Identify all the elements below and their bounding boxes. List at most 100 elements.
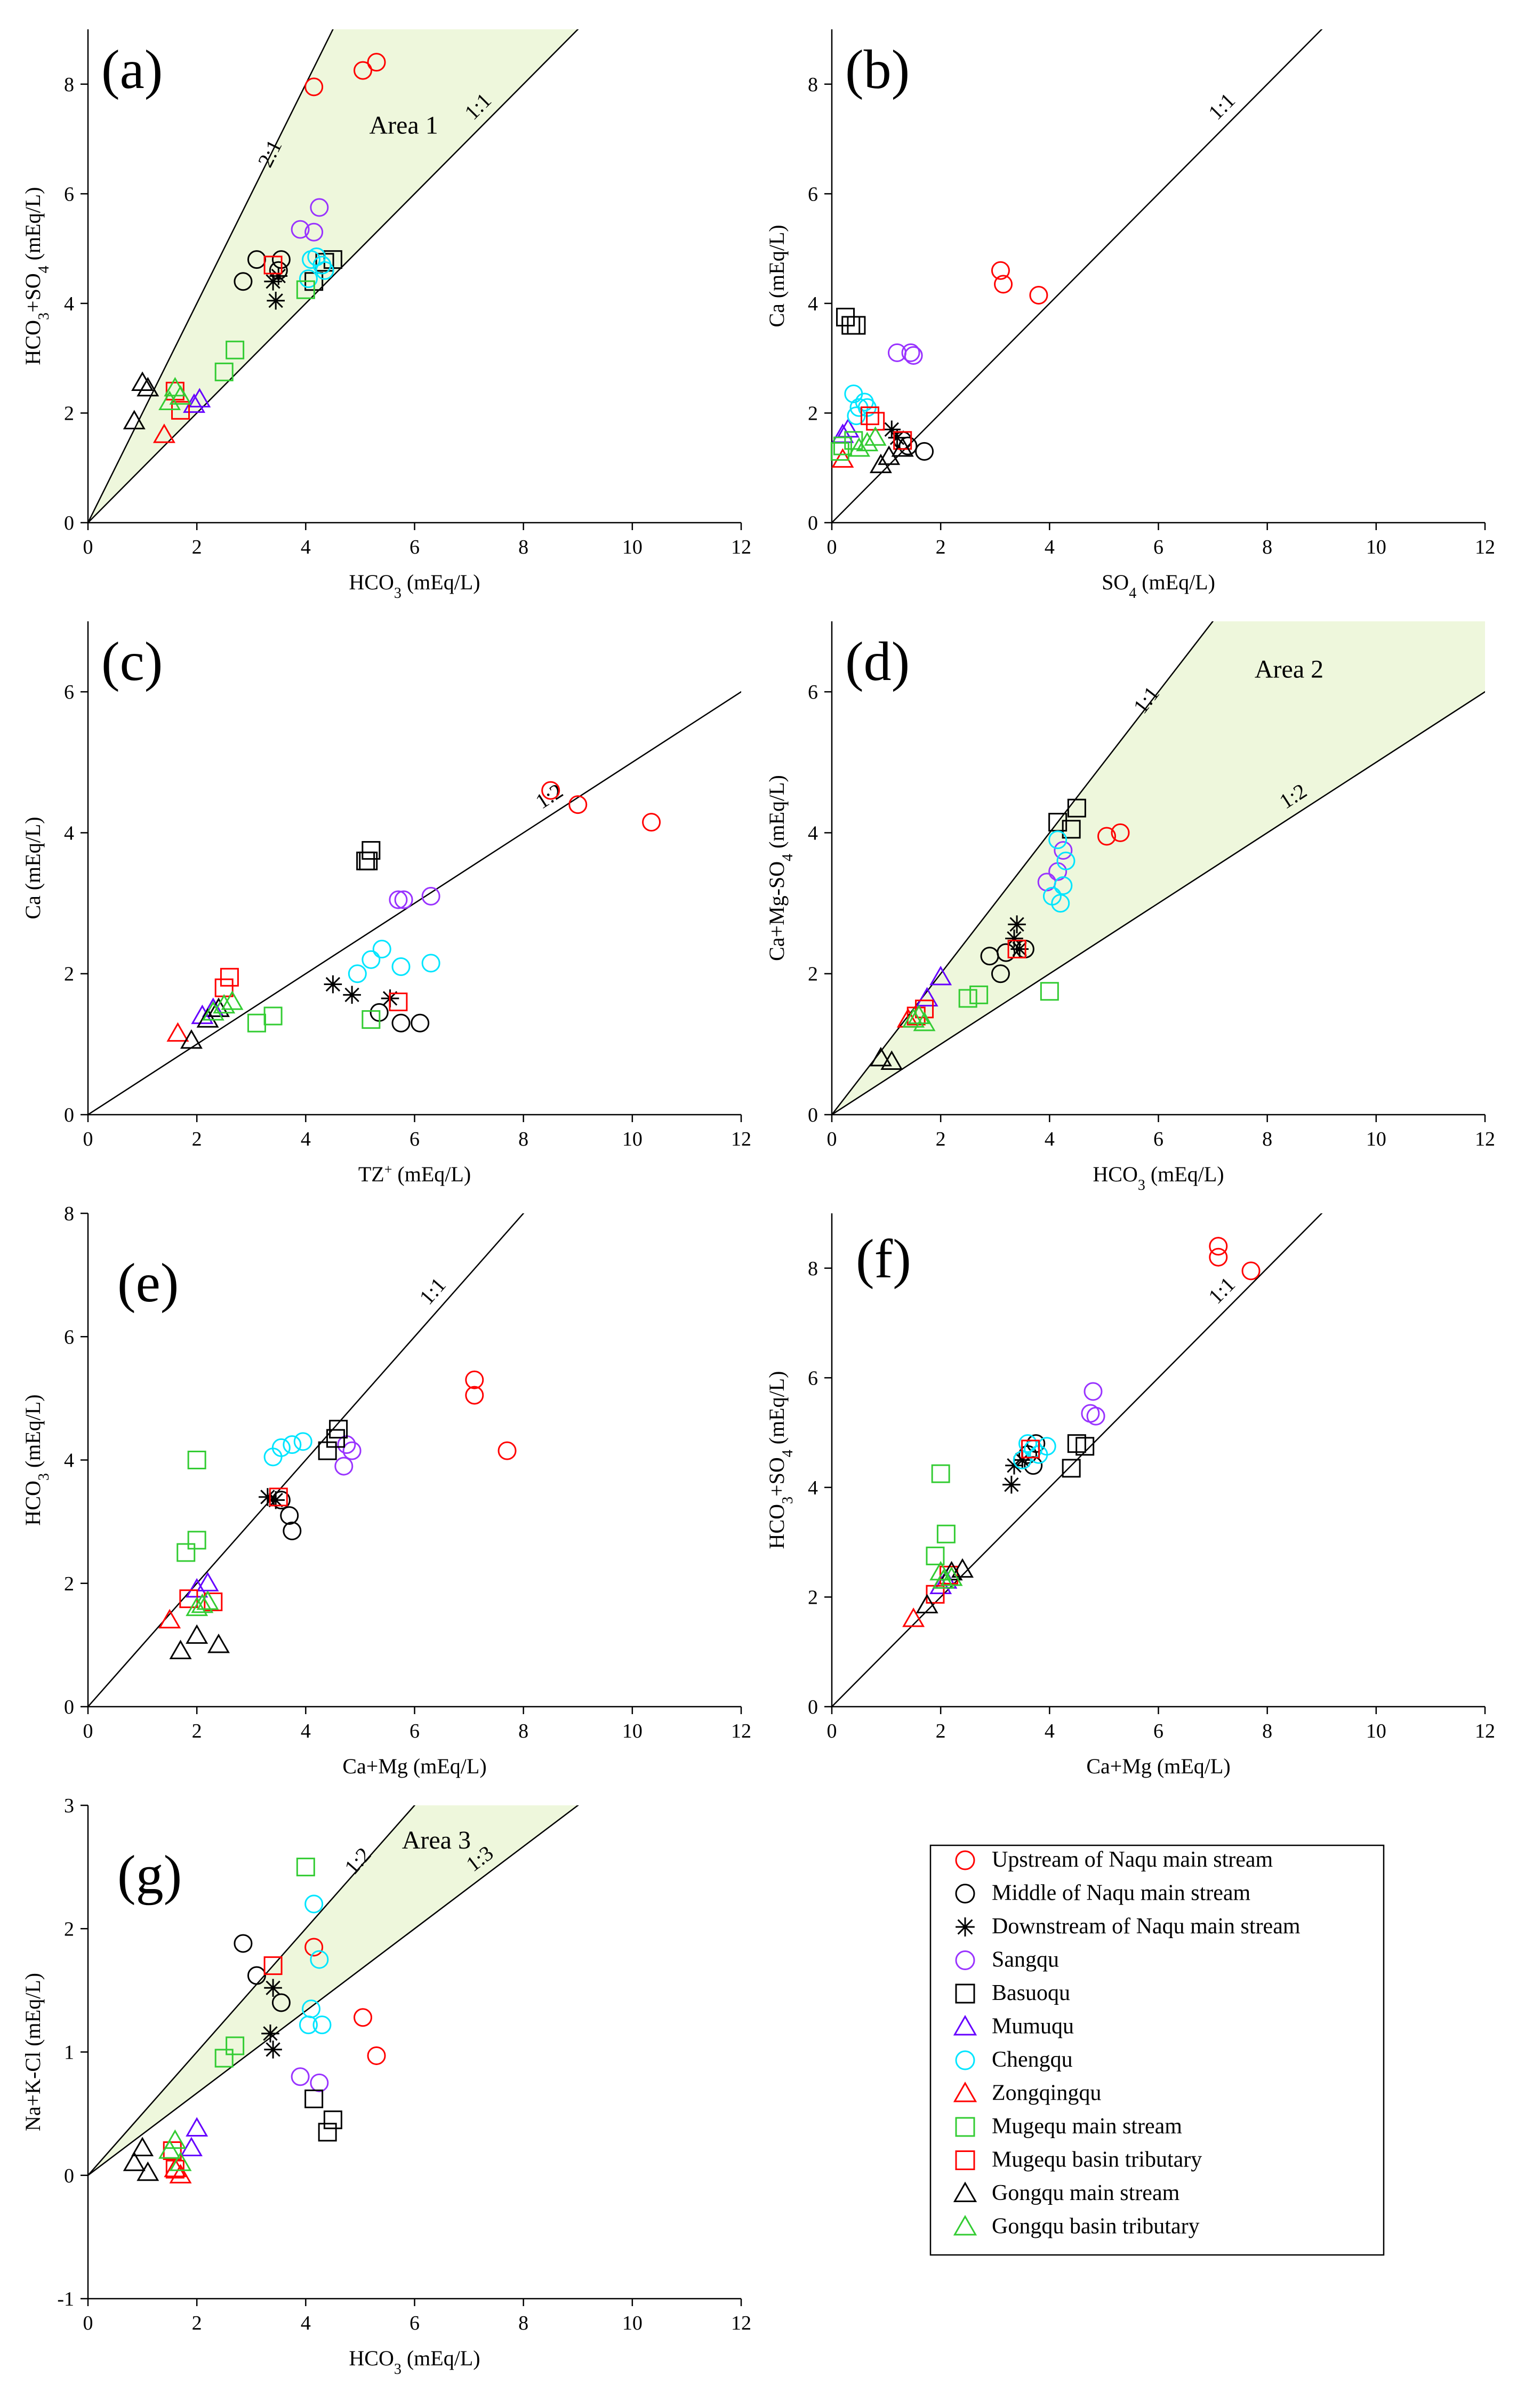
data-point-gongb [191, 1593, 214, 1613]
data-point-down [264, 2041, 282, 2059]
data-point-mid [915, 442, 934, 461]
x-axis-title: Ca+Mg (mEq/L) [342, 1754, 486, 1778]
data-point-mugeb [1021, 1439, 1040, 1459]
x-tick-label: 8 [1262, 1720, 1272, 1742]
y-tick-label: 2 [64, 963, 74, 986]
data-point-sang [1086, 1406, 1105, 1426]
y-tick-label: 4 [808, 1477, 818, 1499]
legend-marker-mugem [955, 2117, 975, 2137]
data-point-mid [1018, 1445, 1037, 1464]
data-point-mugeb [893, 431, 912, 450]
data-point-up [994, 275, 1013, 294]
data-point-up [465, 1370, 484, 1389]
data-point-mugeb [220, 967, 239, 987]
data-point-zong [152, 423, 175, 443]
data-point-up [497, 1441, 517, 1460]
ratio-line-label: 1:1 [414, 1273, 451, 1309]
data-point-gongb [164, 2129, 187, 2149]
data-point-mugeb [860, 406, 879, 426]
legend-marker-down [956, 1917, 975, 1937]
legend: Upstream of Naqu main stream Middle of Na… [929, 1844, 1385, 2256]
data-point-sang [394, 890, 413, 909]
data-point-cheng [391, 957, 411, 976]
data-point-up [1097, 827, 1117, 846]
data-point-up [1209, 1247, 1228, 1267]
data-point-mugem [296, 1858, 315, 1877]
panel-d: 0 2 4 6 8 10 12 0 2 4 6 HCO3 (mEq/L) Ca+Mg-SO4 (mEq/… [765, 621, 1495, 1194]
data-point-mumu [180, 2137, 203, 2156]
panel-f: 0 2 4 6 8 10 12 0 2 4 6 8 Ca+Mg (mEq/L) HCO3+SO4 (mEq… [765, 1213, 1495, 1778]
data-point-cheng [348, 964, 367, 983]
data-point-mugem [926, 1546, 945, 1565]
data-point-basu [359, 851, 378, 870]
data-point-zong [831, 448, 854, 468]
x-tick-label: 10 [1366, 1720, 1386, 1742]
data-point-up [304, 77, 324, 97]
y-tick-label: 2 [64, 402, 74, 425]
x-tick-label: 8 [1262, 1128, 1272, 1150]
data-point-down [264, 1979, 282, 1997]
legend-marker-cheng [955, 2050, 975, 2070]
data-point-gongb [864, 426, 887, 446]
data-point-sang [291, 220, 310, 239]
data-point-down [1008, 915, 1026, 934]
data-point-cheng [299, 2015, 318, 2035]
y-tick-label: 0 [808, 512, 818, 534]
data-point-up [367, 53, 386, 72]
x-tick-label: 12 [1475, 1128, 1495, 1150]
data-point-mid [234, 272, 253, 291]
data-point-sang [291, 2067, 310, 2086]
panel-e: 0 2 4 6 8 10 12 0 2 4 6 8 Ca+Mg (mEq/L) HCO3 (mEq/L) (… [21, 1203, 751, 1778]
data-point-cheng [1018, 1434, 1037, 1453]
data-point-mugem [187, 1451, 206, 1469]
ratio-line-0 [832, 29, 1323, 523]
area-label: Area 1 [369, 111, 438, 139]
legend-marker-sang [955, 1950, 975, 1970]
x-axis-title: HCO3 (mEq/L) [349, 570, 480, 602]
data-point-cheng [1054, 876, 1073, 895]
data-point-down [259, 1488, 277, 1506]
data-point-mumu [186, 2117, 208, 2137]
y-tick-label: 0 [64, 1696, 74, 1718]
ratio-line-0 [832, 621, 1214, 1115]
data-point-basu [323, 2110, 342, 2130]
x-tick-label: 2 [936, 536, 946, 558]
data-point-mid [898, 436, 918, 455]
legend-marker-zong [953, 2081, 977, 2102]
data-point-cheng [304, 1894, 324, 1914]
data-point-up [642, 813, 661, 832]
data-point-up [541, 781, 560, 800]
data-point-sang [904, 346, 923, 365]
y-tick-label: 1 [64, 2042, 74, 2064]
data-point-gongb [848, 437, 871, 457]
y-tick-label: 0 [808, 1104, 818, 1126]
data-point-sang [389, 890, 408, 909]
data-point-mid [271, 1993, 291, 2012]
ratio-line-1 [88, 29, 579, 523]
x-axis-title: Ca+Mg (mEq/L) [1086, 1754, 1230, 1778]
data-point-mugeb [171, 401, 190, 420]
data-point-down [269, 267, 288, 285]
legend-label: Upstream of Naqu main stream [992, 1847, 1273, 1872]
legend-marker-basu [955, 1983, 975, 2004]
x-tick-label: 0 [827, 1720, 837, 1742]
data-point-gongb [158, 2139, 181, 2159]
legend-marker-mid [955, 1884, 975, 1903]
x-tick-label: 12 [731, 536, 751, 558]
data-point-down [267, 291, 285, 310]
x-tick-label: 10 [622, 1128, 643, 1150]
x-tick-label: 8 [518, 1720, 528, 1742]
y-tick-label: 6 [64, 1326, 74, 1348]
y-tick-label: 6 [808, 681, 818, 703]
data-point-cheng [362, 950, 381, 969]
axis-frame [831, 29, 1485, 524]
data-point-down [882, 420, 901, 439]
data-point-sang [304, 222, 324, 242]
data-point-mugem [176, 1543, 196, 1562]
data-point-mid [283, 1521, 302, 1540]
data-point-up [568, 795, 588, 814]
x-tick-label: 4 [1045, 1128, 1055, 1150]
data-point-gongm [916, 1594, 938, 1613]
data-point-down [267, 1491, 285, 1509]
data-point-mugem [187, 1531, 206, 1550]
